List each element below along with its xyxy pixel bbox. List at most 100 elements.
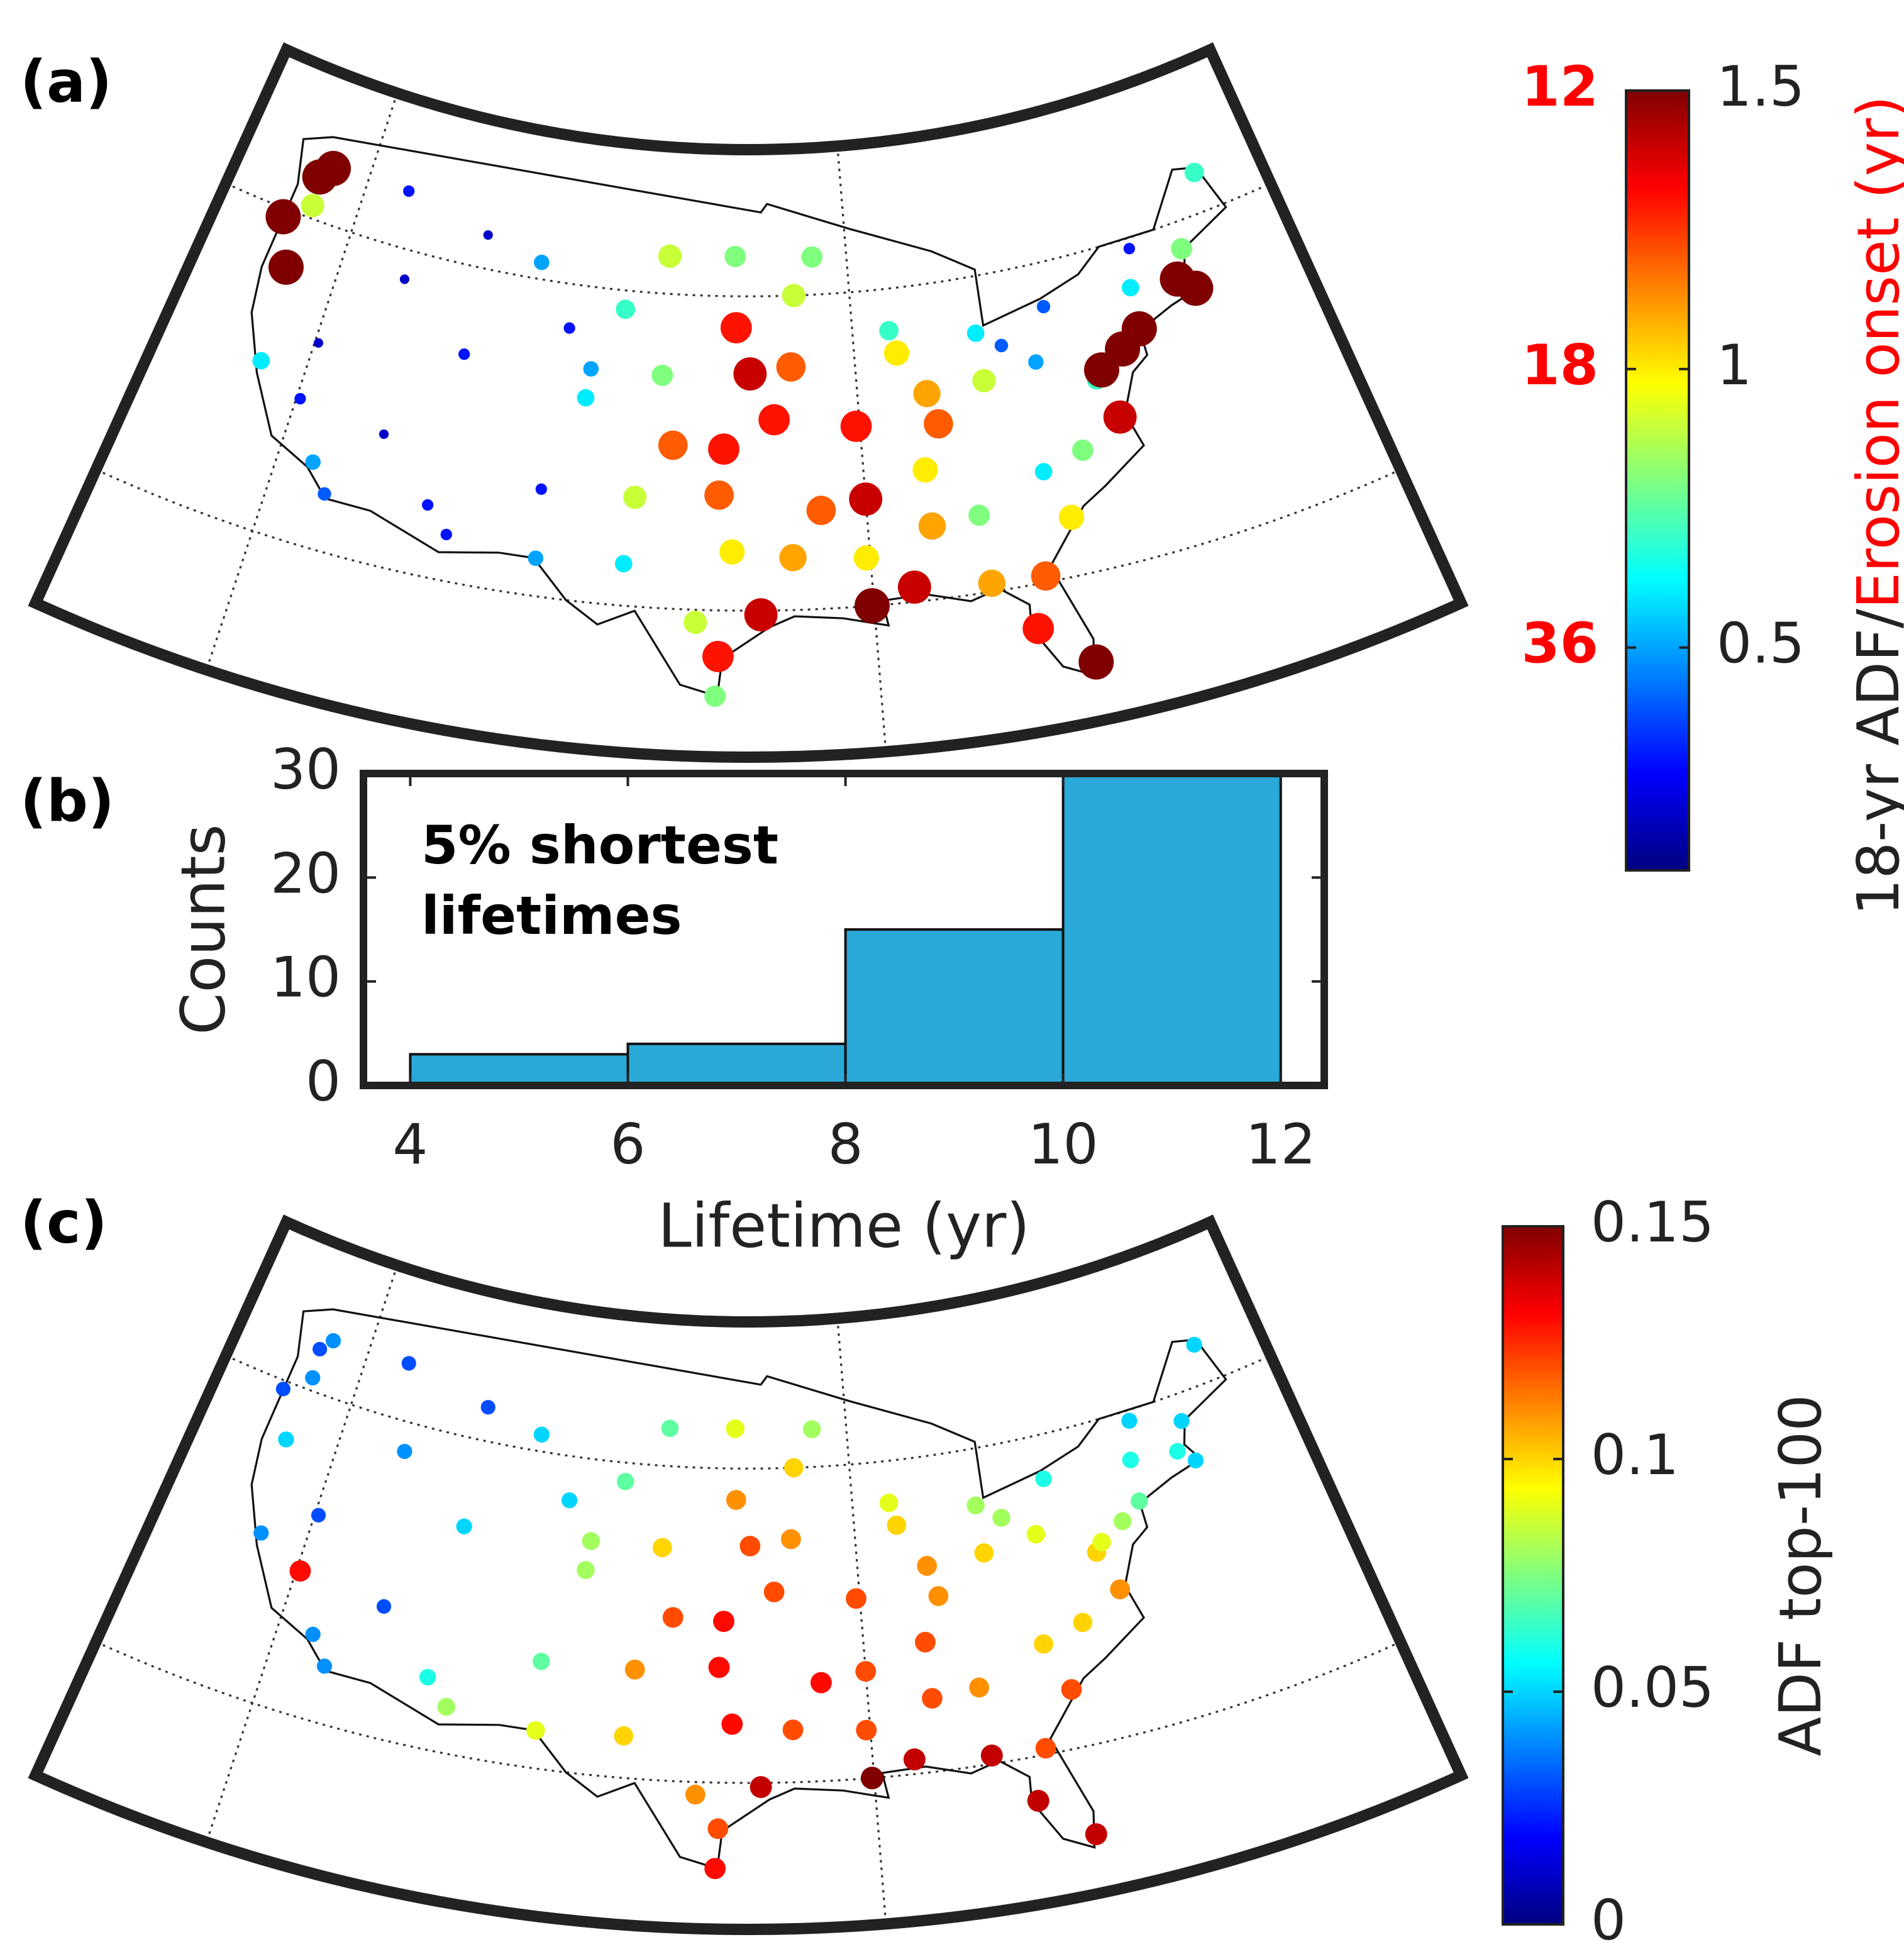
station-dot	[978, 569, 1006, 597]
colorbar-label-part: ADF top-100	[1767, 1394, 1834, 1756]
station-dot	[662, 1607, 684, 1628]
station-dot	[922, 1688, 943, 1709]
station-dot	[1186, 1336, 1202, 1353]
station-dot	[782, 1719, 804, 1741]
station-dot	[582, 1532, 601, 1550]
axes-box	[360, 770, 1328, 1089]
layer: 0.5 1 1.5 12 18 36 18-yr ADF/Erosion onset (yr…	[20, 42, 1904, 1942]
station-dot	[707, 1818, 729, 1839]
station-dot	[702, 641, 734, 672]
station-dot	[806, 496, 836, 525]
station-dot	[623, 486, 647, 509]
station-dot	[253, 1525, 269, 1541]
station-dot	[401, 1356, 416, 1371]
station-dot	[974, 1543, 994, 1563]
station-dot	[577, 389, 595, 407]
station-dot	[968, 504, 990, 526]
station-dot	[917, 1556, 937, 1576]
station-dot	[1027, 1790, 1049, 1812]
station-dot	[969, 1677, 990, 1698]
station-dot	[854, 588, 890, 624]
station-dot	[535, 483, 547, 495]
colorbar-tick-label: 0	[1591, 1888, 1626, 1942]
station-dot	[782, 284, 805, 308]
station-dot	[928, 1586, 949, 1606]
station-dot	[726, 1419, 745, 1438]
station-dot	[397, 1443, 412, 1460]
station-dot	[903, 1748, 926, 1771]
station-dot	[526, 1721, 545, 1740]
station-dot	[992, 1509, 1010, 1527]
onset-tick-label: 36	[1522, 611, 1598, 676]
colorbar-label-part: 18-yr ADF/	[1845, 609, 1904, 916]
station-dot	[614, 1726, 634, 1746]
station-dot	[918, 512, 946, 540]
station-dot	[1103, 400, 1137, 434]
station-dot	[853, 545, 879, 571]
station-dot	[855, 1661, 877, 1682]
station-dot	[268, 249, 304, 285]
y-tick-label: 0	[306, 1049, 341, 1114]
station-dot	[577, 1561, 595, 1579]
station-dot	[733, 357, 767, 391]
colorbar-tick-label: 0.05	[1591, 1655, 1714, 1720]
station-dot	[915, 1631, 936, 1653]
station-dot	[1123, 243, 1136, 255]
station-dot	[1034, 463, 1053, 480]
station-dot	[289, 1560, 311, 1582]
station-dot	[658, 244, 682, 268]
x-tick-label: 10	[1028, 1112, 1099, 1177]
station-dot	[1085, 1823, 1107, 1846]
station-dot	[1061, 1679, 1082, 1700]
station-dot	[528, 550, 544, 566]
station-dot	[779, 543, 807, 572]
x-tick-label: 6	[611, 1112, 646, 1177]
meridian	[836, 1318, 887, 1924]
station-dot	[980, 1745, 1003, 1767]
station-dot	[780, 1529, 801, 1550]
station-dot	[719, 539, 745, 565]
station-dot	[972, 369, 996, 392]
station-dot	[313, 338, 324, 348]
station-dot	[294, 392, 306, 405]
map-frame	[28, 42, 1469, 763]
station-dot	[1113, 1512, 1132, 1531]
station-dot	[1173, 1412, 1190, 1429]
y-tick-label: 20	[270, 841, 341, 906]
station-dot	[658, 430, 688, 460]
parallel	[225, 1355, 1271, 1470]
station-dot	[1034, 1634, 1054, 1654]
station-dot	[966, 1496, 985, 1515]
station-dot	[305, 1370, 321, 1385]
station-dot	[810, 1672, 832, 1694]
station-dot	[652, 1538, 672, 1558]
station-dot	[278, 1431, 294, 1448]
station-dot	[713, 1611, 734, 1633]
station-dot	[1122, 1451, 1139, 1468]
station-dot	[311, 1507, 326, 1523]
annotation: lifetimes	[421, 885, 682, 946]
station-dot	[456, 1518, 472, 1534]
station-dot	[726, 1490, 746, 1510]
station-dot	[1078, 644, 1114, 680]
station-dot	[1122, 279, 1139, 297]
map-frame	[28, 1214, 1469, 1936]
colorbar	[1625, 89, 1690, 872]
station-dot	[1035, 1738, 1056, 1759]
colorbar-label-part: Erosion onset (yr)	[1845, 96, 1904, 609]
station-dot	[561, 1492, 578, 1509]
station-dot	[1131, 1492, 1148, 1510]
station-dot	[563, 322, 575, 334]
station-dot	[616, 1473, 634, 1490]
colorbar-tick-label: 0.15	[1591, 1190, 1714, 1255]
station-dot	[379, 429, 389, 439]
station-dot	[437, 1697, 456, 1716]
station-dot	[739, 1536, 761, 1556]
station-dot	[924, 409, 953, 439]
station-dot	[403, 185, 415, 197]
y-axis-label: Counts	[168, 824, 238, 1035]
station-dot	[534, 254, 550, 270]
station-dot	[704, 480, 734, 510]
station-dot	[399, 274, 410, 284]
station-dot	[879, 321, 899, 341]
